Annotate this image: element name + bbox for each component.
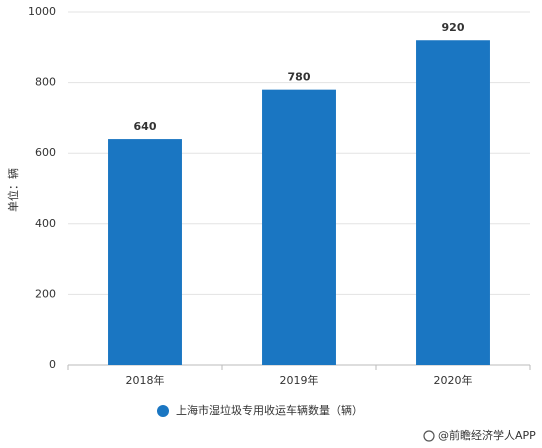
bar — [108, 139, 182, 365]
y-tick-label: 800 — [35, 76, 56, 89]
x-tick-label: 2019年 — [280, 373, 319, 387]
source-icon — [423, 430, 435, 442]
legend-marker — [157, 405, 169, 417]
source: @前瞻经济学人APP — [438, 428, 536, 442]
value-label: 640 — [134, 120, 157, 133]
value-label: 920 — [442, 21, 465, 34]
x-tick-label: 2018年 — [126, 373, 165, 387]
bar — [262, 89, 336, 365]
y-axis-label: 单位：辆 — [6, 168, 20, 212]
legend-label: 上海市湿垃圾专用收运车辆数量（辆） — [176, 403, 363, 417]
x-tick-label: 2020年 — [434, 373, 473, 387]
y-tick-label: 1000 — [28, 5, 56, 18]
y-tick-label: 600 — [35, 146, 56, 159]
value-label: 780 — [288, 71, 311, 84]
y-tick-label: 400 — [35, 217, 56, 230]
y-tick-label: 200 — [35, 287, 56, 300]
bar — [416, 40, 490, 366]
y-tick-label: 0 — [49, 358, 56, 371]
